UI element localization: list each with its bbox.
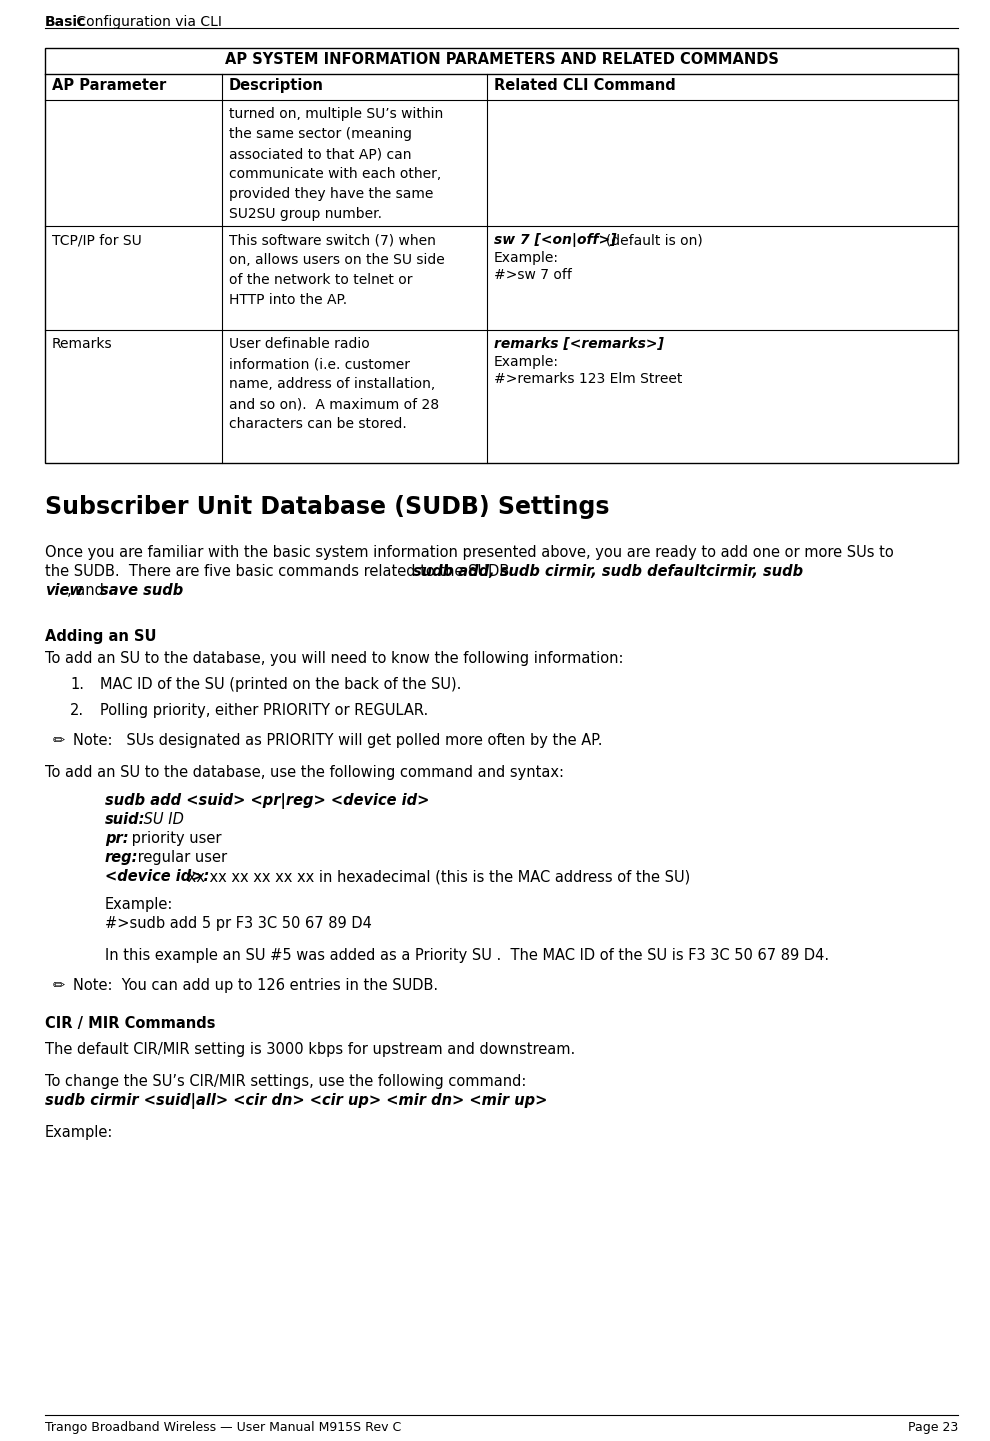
Text: #>sw 7 off: #>sw 7 off xyxy=(494,268,572,282)
Text: view: view xyxy=(45,584,83,598)
Text: MAC ID of the SU (printed on the back of the SU).: MAC ID of the SU (printed on the back of… xyxy=(100,677,461,692)
Text: TCP/IP for SU: TCP/IP for SU xyxy=(52,233,142,246)
Text: ✏: ✏ xyxy=(53,733,65,748)
Text: To change the SU’s CIR/MIR settings, use the following command:: To change the SU’s CIR/MIR settings, use… xyxy=(45,1074,527,1089)
Text: regular user: regular user xyxy=(133,850,227,865)
Text: Related CLI Command: Related CLI Command xyxy=(494,78,676,94)
Text: Example:: Example: xyxy=(494,354,559,369)
Text: the SUDB.  There are five basic commands related to the SUDB:: the SUDB. There are five basic commands … xyxy=(45,563,524,579)
Text: #>remarks 123 Elm Street: #>remarks 123 Elm Street xyxy=(494,372,682,386)
Text: <device id>:: <device id>: xyxy=(105,869,209,883)
Text: Example:: Example: xyxy=(45,1125,114,1140)
Text: Adding an SU: Adding an SU xyxy=(45,630,156,644)
Text: To add an SU to the database, use the following command and syntax:: To add an SU to the database, use the fo… xyxy=(45,765,564,780)
Text: Example:: Example: xyxy=(494,251,559,265)
Text: sudb add <suid> <pr|reg> <device id>: sudb add <suid> <pr|reg> <device id> xyxy=(105,793,430,808)
Text: ✏: ✏ xyxy=(53,978,65,993)
Text: suid:: suid: xyxy=(105,811,146,827)
Text: .: . xyxy=(155,584,159,598)
Text: In this example an SU #5 was added as a Priority SU .  The MAC ID of the SU is F: In this example an SU #5 was added as a … xyxy=(105,948,830,963)
Text: #>sudb add 5 pr F3 3C 50 67 89 D4: #>sudb add 5 pr F3 3C 50 67 89 D4 xyxy=(105,916,372,931)
Text: Configuration via CLI: Configuration via CLI xyxy=(72,14,222,29)
Text: , and: , and xyxy=(67,584,109,598)
Text: Example:: Example: xyxy=(105,896,173,912)
Text: priority user: priority user xyxy=(127,831,222,846)
Text: SU ID: SU ID xyxy=(139,811,184,827)
Text: CIR / MIR Commands: CIR / MIR Commands xyxy=(45,1016,216,1030)
Text: 2.: 2. xyxy=(70,703,84,718)
Text: sudb cirmir <suid|all> <cir dn> <cir up> <mir dn> <mir up>: sudb cirmir <suid|all> <cir dn> <cir up>… xyxy=(45,1094,547,1110)
Text: 1.: 1. xyxy=(70,677,84,692)
Text: sw 7 [<on|off>]: sw 7 [<on|off>] xyxy=(494,233,617,246)
Text: Basic: Basic xyxy=(45,14,86,29)
Text: Note:   SUs designated as PRIORITY will get polled more often by the AP.: Note: SUs designated as PRIORITY will ge… xyxy=(73,733,603,748)
Text: Once you are familiar with the basic system information presented above, you are: Once you are familiar with the basic sys… xyxy=(45,545,894,561)
Text: remarks [<remarks>]: remarks [<remarks>] xyxy=(494,337,664,352)
Text: To add an SU to the database, you will need to know the following information:: To add an SU to the database, you will n… xyxy=(45,651,624,666)
Text: (default is on): (default is on) xyxy=(597,233,703,246)
Text: Remarks: Remarks xyxy=(52,337,113,352)
Text: User definable radio
information (i.e. customer
name, address of installation,
a: User definable radio information (i.e. c… xyxy=(229,337,440,431)
Text: pr:: pr: xyxy=(105,831,129,846)
Text: Trango Broadband Wireless — User Manual M915S Rev C: Trango Broadband Wireless — User Manual … xyxy=(45,1421,401,1434)
Text: sudb add, sudb cirmir, sudb defaultcirmir, sudb: sudb add, sudb cirmir, sudb defaultcirmi… xyxy=(413,563,803,579)
Text: AP Parameter: AP Parameter xyxy=(52,78,166,94)
Text: xx xx xx xx xx xx in hexadecimal (this is the MAC address of the SU): xx xx xx xx xx xx in hexadecimal (this i… xyxy=(183,869,690,883)
Text: reg:: reg: xyxy=(105,850,139,865)
Text: Polling priority, either PRIORITY or REGULAR.: Polling priority, either PRIORITY or REG… xyxy=(100,703,429,718)
Text: Subscriber Unit Database (SUDB) Settings: Subscriber Unit Database (SUDB) Settings xyxy=(45,496,610,519)
Text: Description: Description xyxy=(229,78,324,94)
Text: save sudb: save sudb xyxy=(100,584,183,598)
Text: Note:  You can add up to 126 entries in the SUDB.: Note: You can add up to 126 entries in t… xyxy=(73,978,439,993)
Text: turned on, multiple SU’s within
the same sector (meaning
associated to that AP) : turned on, multiple SU’s within the same… xyxy=(229,107,444,222)
Text: Page 23: Page 23 xyxy=(908,1421,958,1434)
Text: AP SYSTEM INFORMATION PARAMETERS AND RELATED COMMANDS: AP SYSTEM INFORMATION PARAMETERS AND REL… xyxy=(225,52,778,66)
Text: The default CIR/MIR setting is 3000 kbps for upstream and downstream.: The default CIR/MIR setting is 3000 kbps… xyxy=(45,1042,575,1058)
Text: This software switch (7) when
on, allows users on the SU side
of the network to : This software switch (7) when on, allows… xyxy=(229,233,445,307)
